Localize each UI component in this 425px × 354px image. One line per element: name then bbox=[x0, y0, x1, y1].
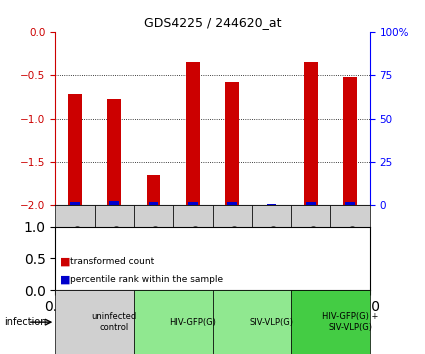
Bar bbox=[55, 205, 94, 290]
Text: SIV-VLP(G): SIV-VLP(G) bbox=[249, 318, 294, 327]
Text: GSM560544: GSM560544 bbox=[306, 224, 315, 271]
Bar bbox=[345, 202, 355, 205]
Bar bbox=[252, 205, 291, 290]
Bar bbox=[68, 94, 82, 205]
Bar bbox=[149, 202, 159, 205]
Text: ■: ■ bbox=[60, 257, 70, 267]
Text: HIV-GFP(G) +
SIV-VLP(G): HIV-GFP(G) + SIV-VLP(G) bbox=[322, 313, 378, 332]
Text: GSM560539: GSM560539 bbox=[110, 224, 119, 271]
Bar bbox=[186, 62, 200, 205]
Text: percentile rank within the sample: percentile rank within the sample bbox=[70, 275, 223, 284]
Text: GSM560542: GSM560542 bbox=[228, 224, 237, 271]
Bar bbox=[212, 290, 291, 354]
Text: GSM560541: GSM560541 bbox=[188, 224, 197, 271]
Text: transformed count: transformed count bbox=[70, 257, 154, 267]
Title: GDS4225 / 244620_at: GDS4225 / 244620_at bbox=[144, 16, 281, 29]
Bar bbox=[306, 202, 316, 205]
Bar bbox=[109, 201, 119, 205]
Text: GSM560545: GSM560545 bbox=[346, 224, 354, 271]
Bar bbox=[55, 290, 134, 354]
Bar bbox=[227, 202, 237, 205]
Bar bbox=[147, 175, 160, 205]
Bar bbox=[134, 290, 212, 354]
Bar bbox=[212, 205, 252, 290]
Bar bbox=[225, 82, 239, 205]
Text: GSM560538: GSM560538 bbox=[71, 224, 79, 271]
Bar bbox=[265, 205, 278, 207]
Text: HIV-GFP(G): HIV-GFP(G) bbox=[170, 318, 216, 327]
Text: uninfected
control: uninfected control bbox=[92, 313, 137, 332]
Bar bbox=[291, 290, 370, 354]
Bar bbox=[134, 205, 173, 290]
Bar bbox=[94, 205, 134, 290]
Text: GSM560543: GSM560543 bbox=[267, 224, 276, 271]
Bar bbox=[173, 205, 212, 290]
Text: ■: ■ bbox=[60, 275, 70, 285]
Bar bbox=[188, 202, 198, 205]
Bar bbox=[304, 62, 317, 205]
Bar bbox=[291, 205, 331, 290]
Bar bbox=[331, 205, 370, 290]
Text: infection: infection bbox=[4, 317, 47, 327]
Bar bbox=[108, 99, 121, 205]
Bar bbox=[343, 77, 357, 205]
Text: GSM560540: GSM560540 bbox=[149, 224, 158, 271]
Bar bbox=[70, 202, 80, 205]
